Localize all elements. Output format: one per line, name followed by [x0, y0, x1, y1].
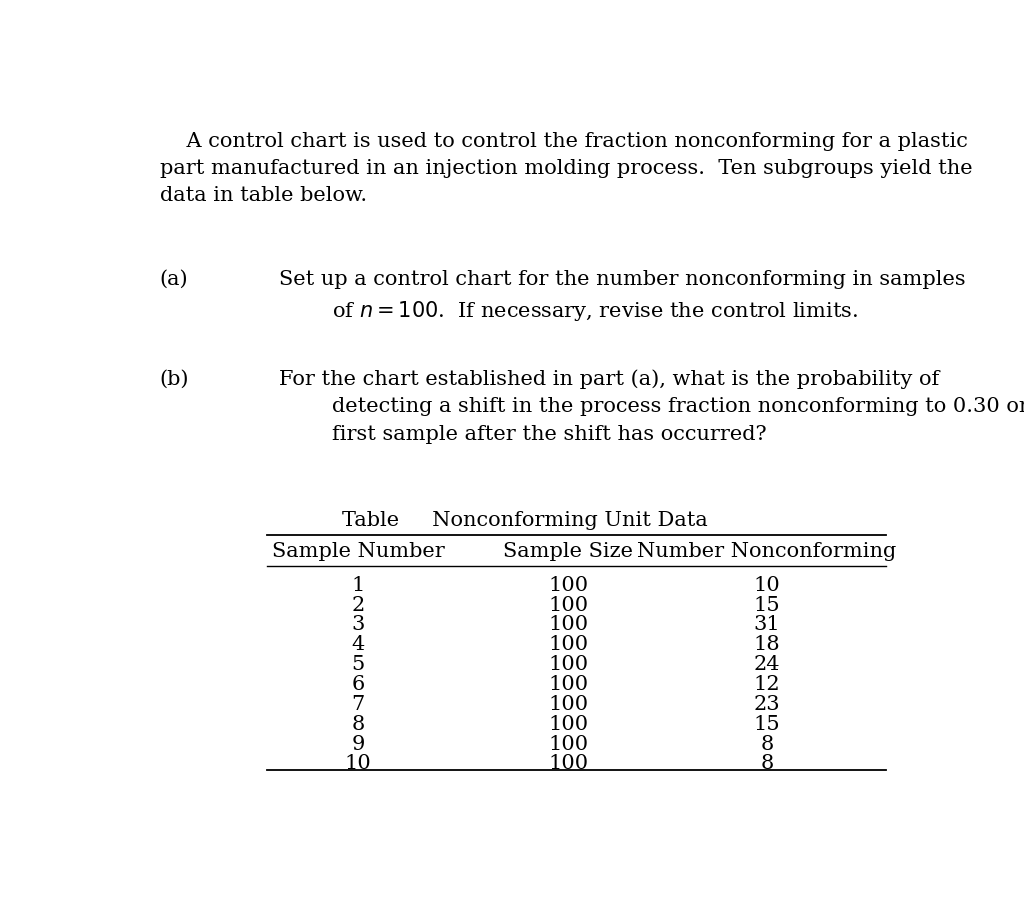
Text: 100: 100	[549, 655, 589, 674]
Text: Set up a control chart for the number nonconforming in samples
        of $n = 1: Set up a control chart for the number no…	[279, 270, 966, 323]
Text: 8: 8	[760, 754, 773, 774]
Text: 2: 2	[351, 596, 365, 614]
Text: Table     Nonconforming Unit Data: Table Nonconforming Unit Data	[342, 511, 708, 530]
Text: 6: 6	[351, 675, 365, 694]
Text: 100: 100	[549, 635, 589, 654]
Text: 100: 100	[549, 675, 589, 694]
Text: 100: 100	[549, 596, 589, 614]
Text: Sample Number: Sample Number	[271, 542, 444, 561]
Text: For the chart established in part (a), what is the probability of
        detect: For the chart established in part (a), w…	[279, 369, 1024, 444]
Text: A control chart is used to control the fraction nonconforming for a plastic
part: A control chart is used to control the f…	[160, 132, 973, 205]
Text: 100: 100	[549, 615, 589, 635]
Text: 100: 100	[549, 576, 589, 595]
Text: 100: 100	[549, 735, 589, 753]
Text: 3: 3	[351, 615, 365, 635]
Text: 8: 8	[760, 735, 773, 753]
Text: 24: 24	[754, 655, 780, 674]
Text: 15: 15	[754, 715, 780, 734]
Text: 9: 9	[351, 735, 365, 753]
Text: 1: 1	[351, 576, 365, 595]
Text: 100: 100	[549, 694, 589, 714]
Text: 100: 100	[549, 754, 589, 774]
Text: 31: 31	[754, 615, 780, 635]
Text: Sample Size: Sample Size	[504, 542, 634, 561]
Text: 7: 7	[351, 694, 365, 714]
Text: (a): (a)	[160, 270, 188, 289]
Text: 10: 10	[345, 754, 372, 774]
Text: 8: 8	[351, 715, 365, 734]
Text: 15: 15	[754, 596, 780, 614]
Text: (b): (b)	[160, 369, 189, 389]
Text: 100: 100	[549, 715, 589, 734]
Text: 10: 10	[754, 576, 780, 595]
Text: 12: 12	[754, 675, 780, 694]
Text: Number Nonconforming: Number Nonconforming	[637, 542, 896, 561]
Text: 18: 18	[754, 635, 780, 654]
Text: 5: 5	[351, 655, 365, 674]
Text: 4: 4	[351, 635, 365, 654]
Text: 23: 23	[754, 694, 780, 714]
